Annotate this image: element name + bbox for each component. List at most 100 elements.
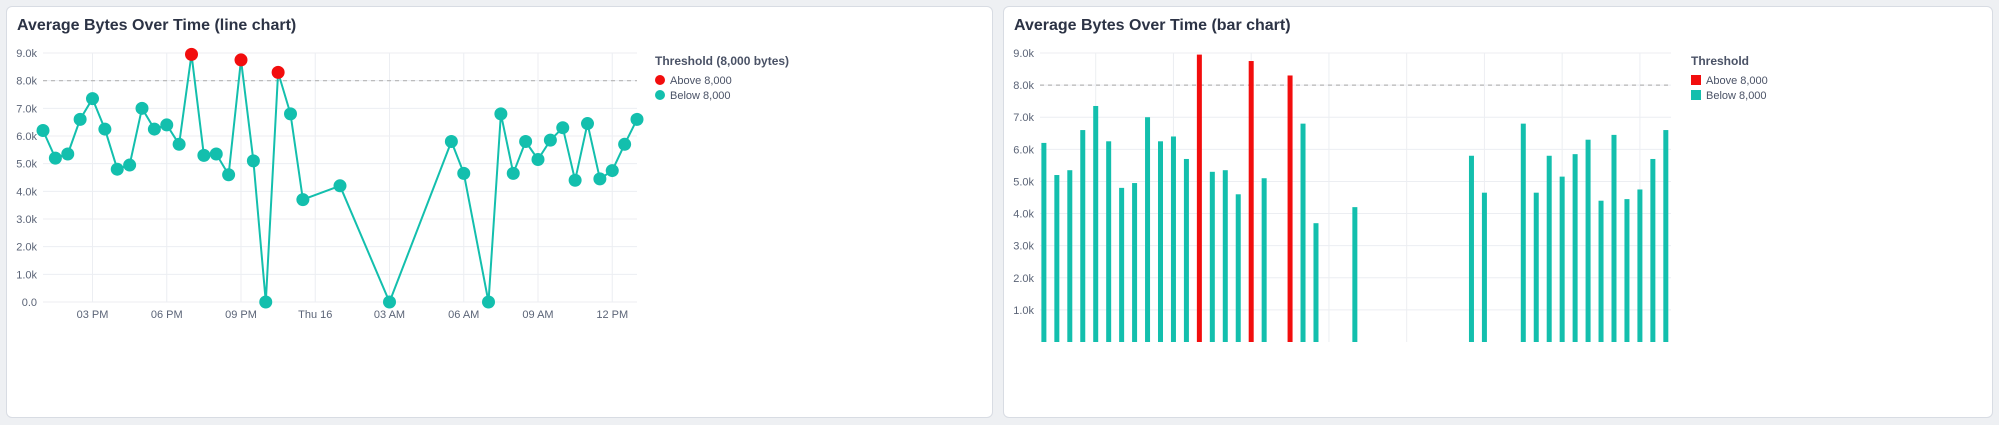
x-tick-label: 06 AM (448, 309, 479, 321)
y-tick-label: 5.0k (16, 159, 37, 171)
point-below-threshold (618, 137, 632, 151)
point-below-threshold (556, 121, 570, 135)
legend-marker-below (655, 90, 665, 100)
bar-below-threshold (1611, 134, 1617, 342)
bar-below-threshold (1170, 136, 1176, 342)
point-below-threshold (48, 151, 62, 165)
y-tick-label: 7.0k (1013, 112, 1034, 124)
y-tick-label: 8.0k (16, 76, 37, 88)
y-tick-label: 7.0k (16, 103, 37, 115)
y-tick-label: 6.0k (1013, 144, 1034, 156)
point-below-threshold (457, 166, 471, 180)
line-chart-panel: Average Bytes Over Time (line chart) 0.0… (6, 6, 993, 418)
x-tick-label: 09 PM (225, 309, 257, 321)
point-below-threshold (246, 154, 260, 168)
point-below-threshold (494, 107, 508, 121)
y-tick-label: 2.0k (1013, 273, 1034, 285)
legend-label-above: Above 8,000 (1706, 75, 1768, 87)
bar-below-threshold (1041, 142, 1047, 342)
line-chart-svg: 0.0 1.0k 2.0k 3.0k 4.0k 5.0k 6.0k 7.0k 8.0k 9.0k 0… (16, 47, 789, 321)
legend-label-below: Below 8,000 (670, 90, 731, 102)
bar-below-threshold (1520, 123, 1526, 343)
bar-below-threshold (1313, 223, 1319, 342)
point-below-threshold (296, 193, 310, 207)
bar-below-threshold (1663, 130, 1669, 342)
point-below-threshold (197, 148, 211, 162)
point-below-threshold (160, 118, 174, 132)
y-tick-label: 9.0k (16, 48, 37, 60)
bar-below-threshold (1637, 189, 1643, 342)
bar-below-threshold (1598, 200, 1604, 342)
point-below-threshold (36, 123, 50, 137)
y-tick-label: 5.0k (1013, 176, 1034, 188)
y-tick-label: 1.0k (1013, 305, 1034, 317)
point-below-threshold (581, 117, 594, 131)
point-below-threshold (482, 295, 495, 309)
point-below-threshold (444, 135, 458, 149)
y-tick-label: 3.0k (16, 214, 37, 226)
point-below-threshold (172, 137, 186, 151)
y-tick-label: 3.0k (1013, 241, 1034, 253)
point-below-threshold (123, 158, 137, 172)
point-below-threshold (531, 153, 545, 167)
series-line (42, 53, 638, 303)
x-tick-label: Thu 16 (298, 309, 332, 321)
x-tick-label: 03 AM (374, 309, 405, 321)
legend-label-above: Above 8,000 (670, 75, 732, 87)
point-below-threshold (110, 162, 124, 176)
bar-below-threshold (1145, 117, 1151, 342)
bar-below-threshold (1468, 155, 1474, 342)
bar-below-threshold (1054, 175, 1060, 342)
bar-below-threshold (1533, 192, 1539, 342)
x-tick-label: 09 AM (522, 309, 553, 321)
x-tick-label: 12 PM (596, 309, 628, 321)
point-below-threshold (383, 295, 396, 309)
bar-below-threshold (1546, 155, 1552, 342)
y-tick-label: 9.0k (1013, 48, 1034, 60)
y-tick-label: 0.0 (22, 297, 37, 309)
bar-below-threshold (1183, 158, 1189, 342)
point-above-threshold (271, 65, 285, 79)
bar-below-threshold (1481, 192, 1487, 342)
line-chart-title: Average Bytes Over Time (line chart) (17, 17, 297, 34)
bar-below-threshold (1067, 170, 1073, 342)
bar-below-threshold (1119, 187, 1125, 342)
bar-below-threshold (1080, 130, 1086, 342)
point-above-threshold (234, 53, 248, 67)
point-below-threshold (209, 147, 223, 161)
point-below-threshold (630, 112, 644, 126)
legend-title: Threshold (1691, 54, 1749, 68)
point-below-threshold (506, 166, 520, 180)
point-below-threshold (135, 101, 149, 115)
bar-below-threshold (1559, 176, 1565, 342)
point-below-threshold (568, 173, 582, 187)
bar-below-threshold (1261, 178, 1267, 342)
y-tick-label: 4.0k (1013, 209, 1034, 221)
point-below-threshold (222, 168, 236, 182)
legend-marker-above (1691, 75, 1701, 85)
bar-below-threshold (1300, 123, 1306, 343)
bar-below-threshold (1093, 105, 1099, 342)
point-below-threshold (593, 172, 607, 186)
x-tick-label: 03 PM (77, 309, 109, 321)
bar-below-threshold (1624, 199, 1630, 342)
legend-title: Threshold (8,000 bytes) (655, 54, 789, 68)
y-tick-label: 4.0k (16, 186, 37, 198)
bar-below-threshold (1132, 183, 1138, 342)
point-below-threshold (333, 179, 347, 193)
bar-above-threshold (1248, 61, 1254, 343)
bar-chart-svg: 1.0k 2.0k 3.0k 4.0k 5.0k 6.0k 7.0k 8.0k 9.0k Thre… (1013, 48, 1768, 343)
legend-marker-above (655, 75, 665, 85)
bar-below-threshold (1352, 207, 1358, 342)
point-below-threshold (259, 295, 273, 309)
bar-below-threshold (1585, 139, 1591, 342)
y-tick-label: 2.0k (16, 242, 37, 254)
point-below-threshold (284, 107, 297, 121)
bar-below-threshold (1650, 158, 1656, 342)
bar-chart-panel: Average Bytes Over Time (bar chart) 1.0k… (1003, 6, 1993, 418)
legend-label-below: Below 8,000 (1706, 90, 1767, 102)
point-below-threshold (543, 133, 557, 147)
bar-below-threshold (1209, 171, 1215, 342)
point-below-threshold (61, 147, 75, 161)
point-below-threshold (98, 122, 112, 136)
